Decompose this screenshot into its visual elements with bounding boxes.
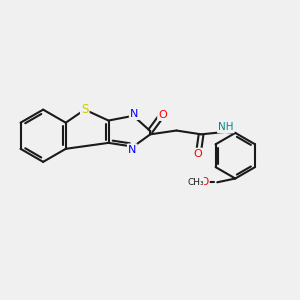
Text: S: S [81,103,88,116]
Text: O: O [194,149,202,159]
Text: CH₃: CH₃ [187,178,204,187]
Text: N: N [130,109,138,119]
Text: O: O [200,177,209,187]
Text: O: O [158,110,167,120]
Text: N: N [128,145,136,154]
Text: NH: NH [218,122,234,132]
